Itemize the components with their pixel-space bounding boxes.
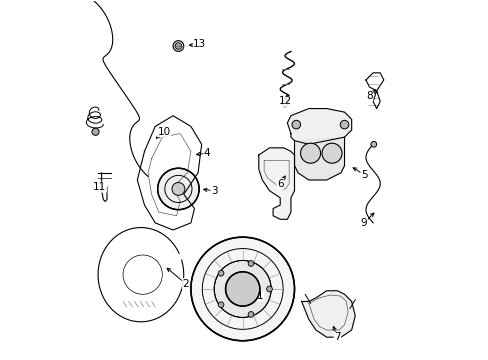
Text: 13: 13 — [193, 39, 206, 49]
Circle shape — [218, 302, 224, 307]
Circle shape — [370, 141, 376, 147]
Polygon shape — [258, 148, 294, 219]
Text: 10: 10 — [157, 127, 170, 137]
Circle shape — [322, 143, 341, 163]
Text: 2: 2 — [182, 279, 188, 289]
Circle shape — [266, 286, 272, 292]
Polygon shape — [287, 109, 351, 144]
Text: 1: 1 — [257, 291, 264, 301]
Circle shape — [225, 272, 259, 306]
Text: 6: 6 — [276, 179, 283, 189]
Circle shape — [190, 237, 294, 341]
Text: 8: 8 — [366, 91, 372, 101]
Polygon shape — [294, 137, 344, 180]
Circle shape — [214, 261, 271, 318]
Text: 11: 11 — [93, 182, 106, 192]
Circle shape — [173, 41, 183, 51]
Circle shape — [175, 43, 181, 49]
Circle shape — [172, 183, 184, 195]
Circle shape — [157, 168, 199, 210]
Circle shape — [92, 128, 99, 135]
Text: 4: 4 — [203, 148, 210, 158]
Text: 5: 5 — [360, 170, 366, 180]
Text: 7: 7 — [333, 332, 340, 342]
Circle shape — [247, 261, 253, 266]
Text: 3: 3 — [210, 186, 217, 196]
Circle shape — [218, 270, 224, 276]
Polygon shape — [301, 291, 354, 337]
Circle shape — [300, 143, 320, 163]
Text: 9: 9 — [360, 218, 366, 228]
Circle shape — [340, 120, 348, 129]
Circle shape — [291, 120, 300, 129]
Circle shape — [247, 311, 253, 317]
Text: 12: 12 — [278, 96, 292, 107]
Circle shape — [281, 100, 288, 107]
